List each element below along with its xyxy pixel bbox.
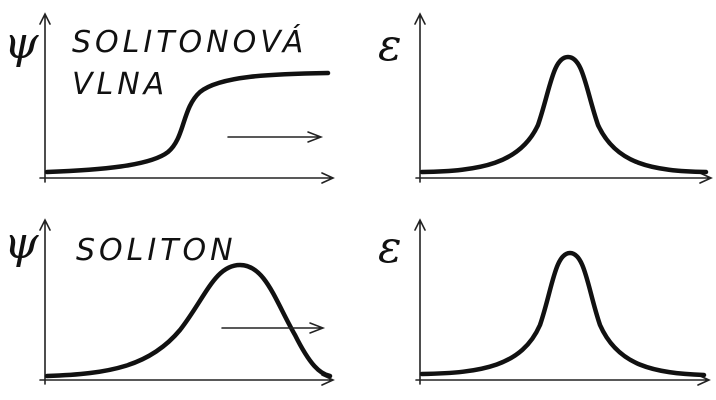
- axis-symbol: ε: [378, 20, 402, 71]
- axis-symbol: ψ: [4, 218, 39, 269]
- y-axis: [39, 218, 51, 385]
- x-axis: [39, 172, 335, 184]
- axis-symbol: ψ: [4, 18, 39, 69]
- motion-arrow: [227, 131, 324, 143]
- x-axis: [415, 172, 713, 184]
- panel: ε: [378, 218, 711, 386]
- y-axis: [39, 12, 51, 183]
- panel: ψ SOLITONOVÁ VLNA: [4, 12, 335, 184]
- caption: VLNA: [72, 67, 168, 102]
- panel: ε: [378, 12, 713, 184]
- soliton-curve: [44, 262, 333, 379]
- x-axis: [415, 374, 711, 386]
- y-axis: [414, 218, 426, 385]
- y-axis: [414, 12, 426, 183]
- kink-curve: [44, 70, 331, 175]
- caption: SOLITONOVÁ: [72, 24, 307, 60]
- panel: ψ SOLITON: [4, 218, 335, 386]
- caption: SOLITON: [76, 233, 237, 268]
- energy-curve: [419, 250, 707, 378]
- energy-curve: [419, 54, 709, 175]
- x-axis: [39, 374, 335, 386]
- axis-symbol: ε: [378, 222, 402, 273]
- motion-arrow: [221, 322, 326, 334]
